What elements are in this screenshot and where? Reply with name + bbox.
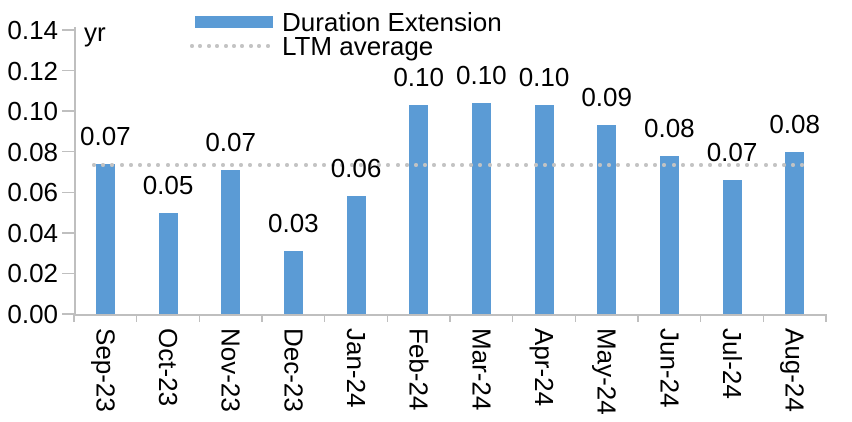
- legend-label: Duration Extension: [282, 7, 502, 37]
- bar: [659, 155, 679, 314]
- x-axis-label: May-24: [591, 328, 622, 415]
- bar-data-label: 0.10: [518, 62, 570, 93]
- x-axis-label: Jul-24: [717, 328, 747, 399]
- x-tick-mark: [261, 314, 263, 322]
- x-tick-mark: [323, 314, 326, 322]
- bar: [471, 103, 491, 314]
- x-axis-label: Dec-23: [278, 328, 309, 412]
- y-axis-unit-label: yr: [84, 17, 106, 47]
- legend-item-ltm-average: LTM average: [190, 33, 433, 59]
- bar-data-label: 0.10: [456, 60, 507, 91]
- bar: [346, 196, 366, 314]
- x-tick-mark: [449, 314, 451, 322]
- y-tick-label: 0.02: [7, 258, 58, 289]
- bar: [221, 169, 241, 314]
- bar: [785, 151, 805, 314]
- y-tick-label: 0.06: [7, 177, 58, 208]
- y-tick-label: 0.00: [7, 299, 58, 329]
- y-tick-mark: [62, 232, 74, 234]
- y-tick-label: 0.12: [7, 55, 58, 86]
- bar: [158, 212, 178, 314]
- bar: [283, 251, 303, 314]
- y-tick-mark: [62, 69, 74, 72]
- bar-data-label: 0.05: [142, 169, 194, 200]
- bar-data-label: 0.03: [268, 208, 319, 239]
- bar: [722, 180, 742, 314]
- y-tick-mark: [62, 29, 74, 31]
- y-tick-label: 0.14: [7, 15, 58, 45]
- x-tick-mark: [198, 314, 201, 322]
- y-tick-mark: [62, 191, 74, 194]
- y-tick-mark: [62, 272, 74, 275]
- x-tick-mark: [637, 314, 639, 322]
- bar-data-label: 0.07: [80, 120, 131, 151]
- bar-data-label: 0.07: [205, 126, 256, 157]
- x-axis-label: Feb-24: [403, 328, 434, 411]
- y-tick-mark: [62, 313, 74, 315]
- y-tick-label: 0.04: [7, 217, 58, 248]
- x-tick-mark: [574, 314, 577, 322]
- x-axis-label: Aug-24: [779, 328, 810, 412]
- y-axis-line: [74, 27, 76, 315]
- x-tick-mark: [135, 314, 138, 322]
- x-axis-label: Apr-24: [529, 328, 559, 407]
- bar-data-label: 0.09: [581, 82, 632, 113]
- y-tick-mark: [62, 150, 74, 153]
- bar-data-label: 0.06: [330, 153, 382, 184]
- x-axis-label: Sep-23: [90, 328, 121, 412]
- legend-item-duration-extension: Duration Extension: [195, 9, 502, 35]
- bar-data-label: 0.08: [769, 108, 820, 139]
- bar-data-label: 0.10: [393, 62, 444, 93]
- x-tick-mark: [386, 314, 389, 322]
- bar: [534, 105, 554, 314]
- x-tick-mark: [825, 314, 827, 322]
- y-tick-mark: [62, 110, 74, 112]
- bar: [597, 125, 617, 314]
- x-axis-label: Jan-24: [341, 328, 371, 408]
- x-tick-mark: [73, 314, 75, 322]
- x-axis-label: Mar-24: [466, 328, 497, 411]
- legend-label: LTM average: [282, 31, 434, 61]
- x-axis-label: Oct-23: [153, 328, 183, 407]
- x-axis-label: Jun-24: [654, 328, 685, 408]
- bar-data-label: 0.07: [706, 137, 758, 168]
- bar: [409, 105, 429, 314]
- y-tick-label: 0.08: [7, 136, 58, 167]
- bar-swatch-icon: [195, 16, 273, 28]
- bar: [95, 163, 115, 314]
- x-axis-label: Nov-23: [215, 328, 246, 412]
- dotted-line-swatch-icon: [190, 43, 274, 49]
- x-tick-mark: [762, 314, 765, 322]
- y-tick-label: 0.10: [7, 96, 58, 127]
- x-tick-mark: [699, 314, 702, 322]
- bar-data-label: 0.08: [644, 112, 695, 143]
- x-tick-mark: [511, 314, 514, 322]
